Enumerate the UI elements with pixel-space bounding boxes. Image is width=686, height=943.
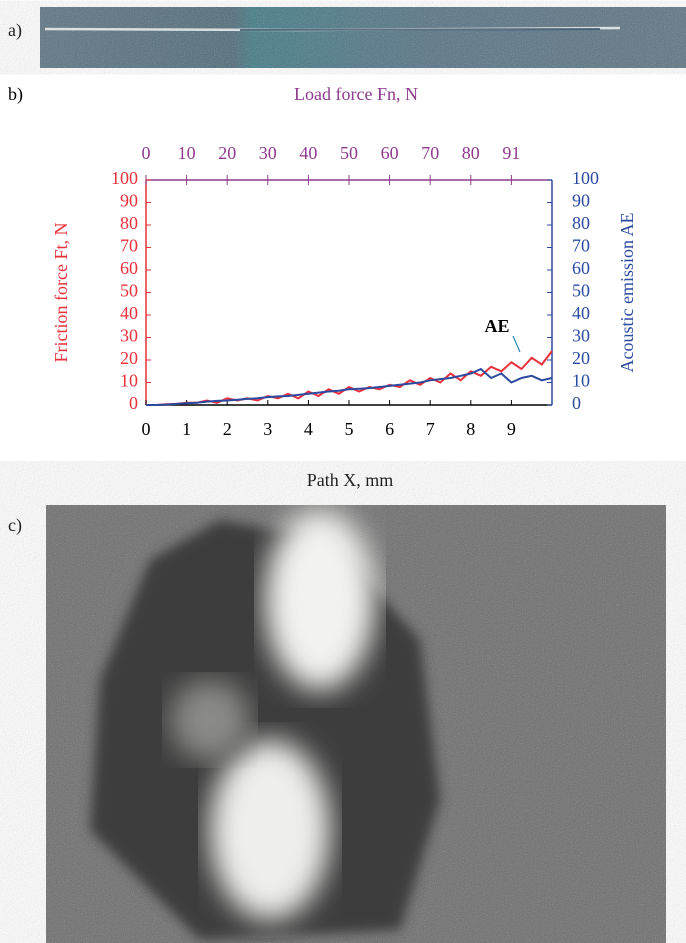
- top-tick-label: 70: [421, 143, 439, 163]
- y2-tick-label: 10: [572, 371, 590, 391]
- top-tick-label: 10: [178, 143, 196, 163]
- x-tick-label: 1: [182, 419, 191, 439]
- y-tick-label: 40: [120, 303, 138, 323]
- y-axis-label: Friction force Ft, N: [51, 223, 71, 363]
- x-tick-label: 3: [263, 419, 272, 439]
- y2-tick-label: 70: [572, 236, 590, 256]
- top-tick-label: 91: [502, 143, 520, 163]
- top-tick-label: 30: [259, 143, 277, 163]
- top-tick-label: 50: [340, 143, 358, 163]
- y2-tick-label: 50: [572, 281, 590, 301]
- y-tick-label: 20: [120, 348, 138, 368]
- top-tick-label: 0: [142, 143, 151, 163]
- surface-image: [40, 7, 686, 68]
- x-tick-label: 9: [507, 419, 516, 439]
- y2-tick-label: 20: [572, 348, 590, 368]
- panel-label: b): [8, 84, 23, 105]
- y2-tick-label: 100: [572, 168, 599, 188]
- y-tick-label: 0: [129, 393, 138, 413]
- x-axis-label: Path X, mm: [307, 470, 394, 490]
- x-tick-label: 2: [223, 419, 232, 439]
- series-line: [146, 367, 553, 406]
- chart: Load force Fn, N Path X, mm Friction force…: [51, 84, 637, 490]
- y2-tick-label: 80: [572, 213, 590, 233]
- x-tick-label: 5: [345, 419, 354, 439]
- annotation: AE: [484, 316, 509, 336]
- y-tick-label: 100: [111, 168, 138, 188]
- panel-label: c): [8, 515, 22, 536]
- top-tick-label: 40: [299, 143, 317, 163]
- y-tick-label: 90: [120, 191, 138, 211]
- y-tick-label: 30: [120, 326, 138, 346]
- top-tick-label: 80: [462, 143, 480, 163]
- y-tick-label: 50: [120, 281, 138, 301]
- y-tick-label: 10: [120, 371, 138, 391]
- x-tick-label: 8: [466, 419, 475, 439]
- y2-tick-label: 60: [572, 258, 590, 278]
- x-tick-label: 4: [304, 419, 313, 439]
- x-tick-label: 0: [142, 419, 151, 439]
- x-tick-label: 7: [426, 419, 435, 439]
- annotation-pointer: [512, 335, 521, 353]
- y-tick-label: 80: [120, 213, 138, 233]
- micrograph-image: [46, 505, 666, 943]
- y2-tick-label: 90: [572, 191, 590, 211]
- top-tick-label: 20: [218, 143, 236, 163]
- x-tick-label: 6: [385, 419, 394, 439]
- y2-tick-label: 30: [572, 326, 590, 346]
- y2-tick-label: 40: [572, 303, 590, 323]
- y2-axis-label: Acoustic emission AE: [617, 213, 637, 373]
- chart-title: Load force Fn, N: [294, 84, 418, 104]
- panel-label: a): [8, 20, 22, 41]
- y-tick-label: 70: [120, 236, 138, 256]
- y2-tick-label: 0: [572, 393, 581, 413]
- top-tick-label: 60: [381, 143, 399, 163]
- y-tick-label: 60: [120, 258, 138, 278]
